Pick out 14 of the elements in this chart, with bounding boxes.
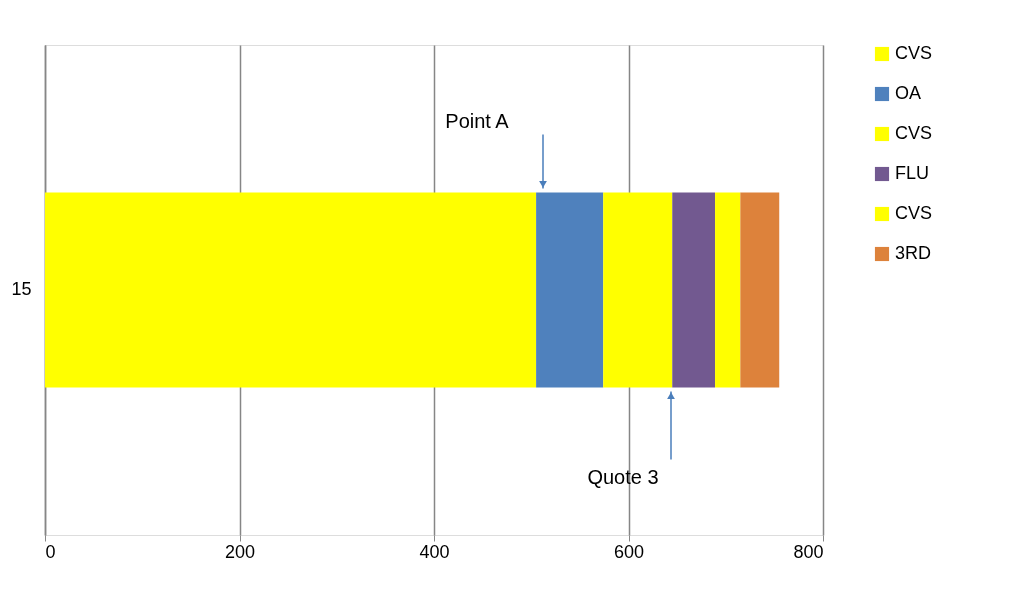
x-tick-label: 400 (419, 541, 450, 562)
y-tick-label: 15 (11, 279, 32, 299)
x-tick-label: 600 (613, 541, 645, 562)
legend-label: CVS (895, 43, 933, 63)
legend-label: 3RD (895, 243, 932, 263)
x-tick-label: 800 (793, 541, 824, 562)
legend-label: CVS (895, 123, 933, 143)
annotation: Quote 3 (587, 465, 659, 488)
legend-label: CVS (895, 203, 933, 223)
x-tick-label: 200 (224, 541, 256, 562)
x-tick-label: 0 (45, 541, 56, 562)
legend-label: OA (895, 83, 922, 103)
legend-label: FLU (895, 163, 930, 183)
annotation: Point A (445, 110, 510, 133)
